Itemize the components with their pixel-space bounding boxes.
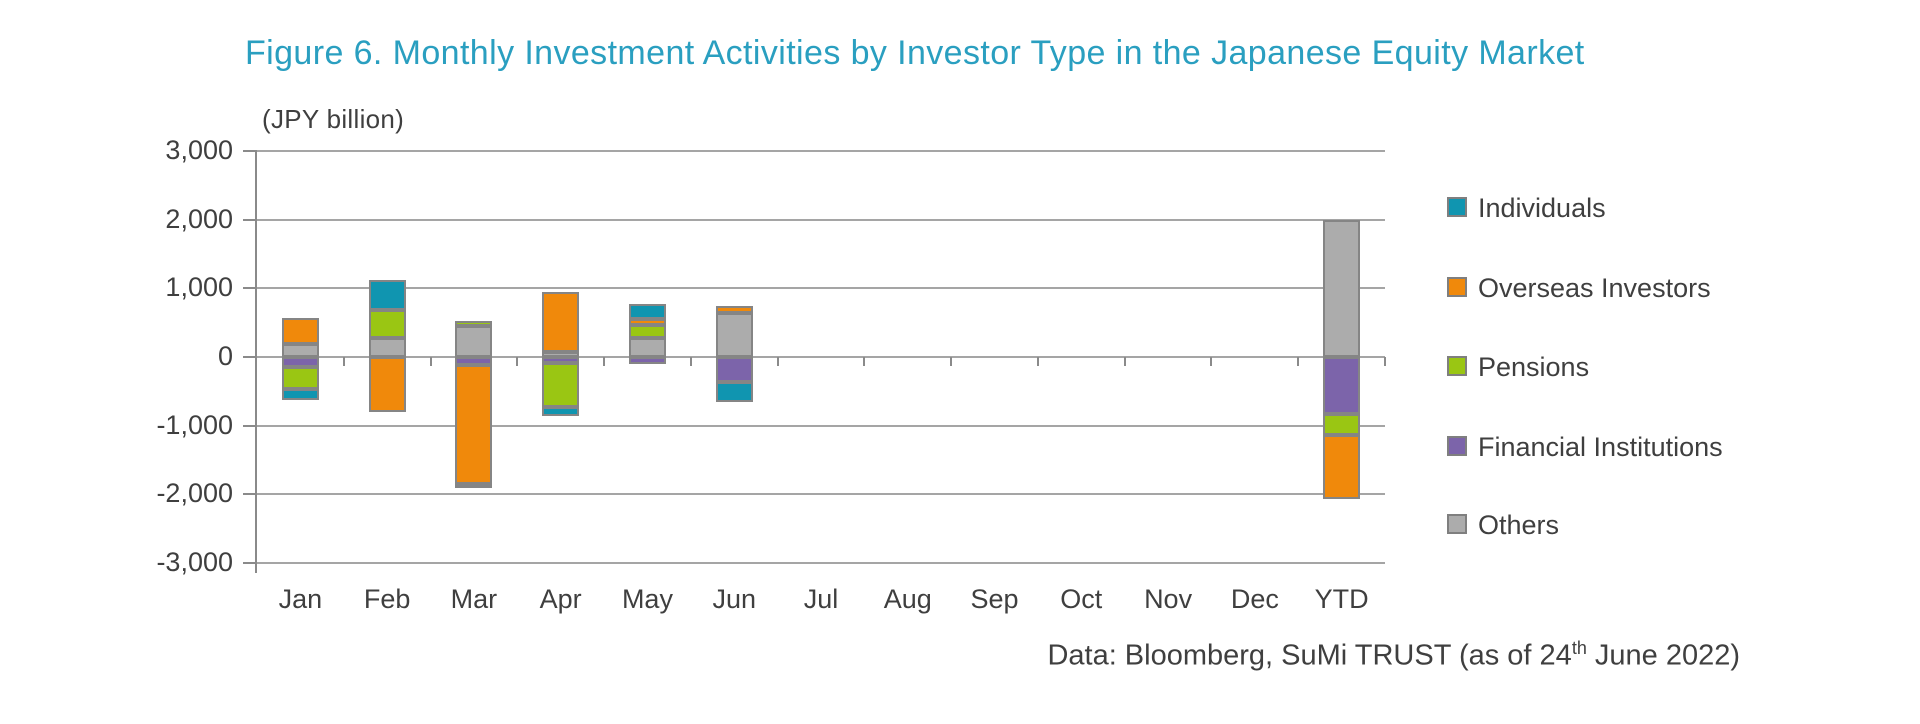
gridline [257, 562, 1385, 564]
y-axis-tick-label: -3,000 [156, 547, 233, 577]
x-axis-tick [342, 357, 345, 366]
y-axis-tick-label: -2,000 [156, 478, 233, 509]
bar-segment-individuals [628, 304, 666, 319]
bar-segment-pensions [281, 366, 319, 390]
x-axis-label: Apr [539, 584, 582, 614]
y-axis-tick [243, 493, 256, 496]
x-axis-tick [1036, 357, 1039, 366]
bar-segment-financial-institutions [715, 357, 753, 382]
x-axis-label: May [621, 584, 673, 614]
x-axis-label: Oct [1060, 584, 1103, 614]
x-axis-label: Jun [712, 584, 756, 614]
y-axis-tick [243, 287, 256, 290]
x-axis-tick [1123, 357, 1126, 366]
bar-segment-others [715, 313, 753, 357]
y-axis-tick [243, 356, 256, 358]
gridline [257, 218, 1385, 221]
x-axis-tick [776, 357, 779, 366]
x-axis-tick [863, 357, 866, 366]
y-axis-tick-label: -1,000 [156, 409, 233, 440]
figure-title: Figure 6. Monthly Investment Activities … [245, 34, 1585, 72]
bar-segment-overseas-investors [455, 364, 493, 484]
x-axis-label: Dec [1230, 584, 1279, 614]
bar-segment-financial-institutions [628, 357, 666, 365]
legend-label: Others [1478, 510, 1560, 540]
x-axis-tick [429, 357, 432, 366]
bar-segment-others [455, 326, 493, 357]
bar-segment-individuals [281, 389, 319, 400]
y-axis-tick-label: 1,000 [165, 272, 233, 303]
bar-segment-individuals [368, 280, 406, 310]
x-axis-tick [516, 357, 519, 366]
bar-segment-individuals [715, 381, 753, 402]
legend-swatch-icon [1447, 514, 1467, 534]
gridline [257, 150, 1385, 152]
bar-segment-pensions [455, 321, 493, 327]
bar-segment-pensions [1323, 414, 1361, 435]
bar-segment-others [368, 337, 406, 357]
bar-segment-overseas-investors [628, 318, 666, 325]
x-axis-label: Feb [363, 584, 411, 614]
x-axis-label: Mar [450, 584, 498, 614]
x-axis-label: Sep [970, 584, 1019, 614]
y-axis-tick [243, 218, 256, 221]
x-axis-tick [1210, 357, 1213, 366]
bar-segment-pensions [542, 362, 580, 407]
bar-segment-pensions [368, 309, 406, 338]
x-axis-label: Aug [883, 584, 932, 614]
bar-segment-others [628, 337, 666, 357]
bar-segment-overseas-investors [281, 318, 319, 344]
bar-segment-overseas-investors [368, 357, 406, 412]
legend-label: Pensions [1478, 352, 1590, 382]
bar-segment-overseas-investors [542, 291, 580, 353]
bar-segment-individuals [542, 406, 580, 417]
bar-segment-financial-institutions [542, 357, 580, 363]
legend-label: Individuals [1478, 193, 1606, 223]
y-axis-tick [243, 150, 256, 152]
data-source-text: Data: Bloomberg, SuMi TRUST (as of 24 [1047, 639, 1572, 672]
gridline [257, 424, 1385, 427]
x-axis-tick [689, 357, 692, 366]
x-axis-tick [1384, 357, 1386, 366]
y-axis-tick-label: 0 [217, 341, 233, 371]
y-axis-line [255, 150, 257, 573]
legend-label: Financial Institutions [1478, 432, 1723, 462]
gridline [257, 493, 1385, 496]
bar-segment-financial-institutions [455, 357, 493, 365]
bar-segment-pensions [628, 324, 666, 338]
legend-label: Overseas Investors [1478, 273, 1711, 303]
data-source-note: Data: Bloomberg, SuMi TRUST (as of 24th … [1047, 638, 1740, 673]
bar-segment-individuals [455, 483, 493, 489]
y-axis-tick-label: 2,000 [165, 203, 233, 234]
x-axis-tick [950, 357, 953, 366]
chart-plot-area [243, 150, 1386, 573]
bar-segment-financial-institutions [281, 357, 319, 367]
x-axis-label: Jan [278, 584, 323, 614]
legend-swatch-icon [1447, 197, 1467, 217]
y-axis-tick [243, 424, 256, 427]
data-source-superscript: th [1571, 638, 1587, 658]
axis-unit-label: (JPY billion) [262, 104, 405, 134]
y-axis-tick [243, 562, 256, 564]
bar-segment-others [1323, 220, 1361, 357]
x-axis-label: YTD [1314, 584, 1369, 614]
x-axis-tick [603, 357, 606, 366]
y-axis-tick-label: 3,000 [165, 135, 233, 165]
legend-swatch-icon [1447, 277, 1467, 297]
bar-segment-others [542, 352, 580, 357]
bar-segment-financial-institutions [1323, 357, 1361, 415]
legend-swatch-icon [1447, 356, 1467, 376]
x-axis-label: Jul [803, 584, 839, 614]
x-axis-tick [1297, 357, 1300, 366]
gridline [257, 287, 1385, 290]
legend-swatch-icon [1447, 436, 1467, 456]
gridline [257, 356, 1385, 358]
bar-segment-overseas-investors [715, 305, 753, 314]
bar-segment-overseas-investors [1323, 434, 1361, 500]
x-axis-label: Nov [1144, 584, 1193, 614]
data-source-text-suffix: June 2022) [1586, 639, 1740, 672]
bar-segment-others [281, 343, 319, 357]
